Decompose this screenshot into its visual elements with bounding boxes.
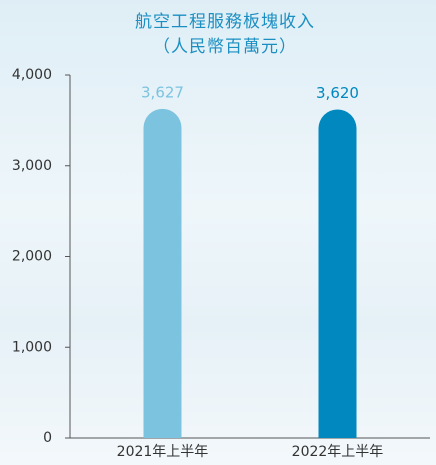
- value-label: 3,620: [316, 84, 359, 102]
- y-tick-label: 1,000: [12, 339, 52, 355]
- chart-title: 航空工程服務板塊收入: [135, 12, 315, 32]
- bar: [319, 109, 357, 438]
- y-tick-label: 0: [43, 430, 52, 446]
- y-tick-label: 3,000: [12, 158, 52, 174]
- bar: [144, 109, 182, 438]
- chart: 航空工程服務板塊收入 （人民幣百萬元） 0 1,000 2,000 3,000 4,00…: [0, 0, 436, 465]
- y-tick-label: 2,000: [12, 249, 52, 265]
- chart-subtitle: （人民幣百萬元）: [153, 37, 297, 57]
- value-label: 3,627: [141, 83, 184, 101]
- y-tick-label: 4,000: [12, 67, 52, 83]
- x-tick-label: 2021年上半年: [117, 444, 209, 460]
- x-tick-label: 2022年上半年: [292, 444, 384, 460]
